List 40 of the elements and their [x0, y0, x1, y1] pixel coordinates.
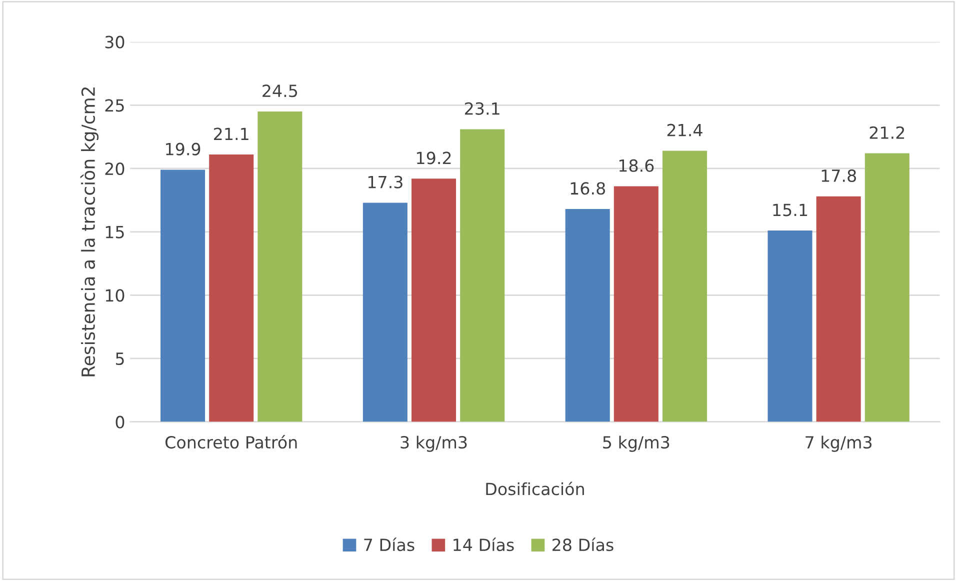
data-label: 16.8 [570, 182, 606, 195]
bar [816, 196, 861, 422]
bar [460, 129, 505, 422]
x-tick-label: 7 kg/m3 [806, 436, 872, 452]
bar [614, 186, 658, 422]
legend-label: 7 Días [364, 538, 414, 552]
y-tick-label: 5 [116, 352, 124, 366]
bar [565, 209, 610, 422]
y-tick-label: 25 [105, 99, 124, 112]
y-tick-label: 10 [106, 289, 124, 302]
data-label: 23.1 [465, 102, 500, 115]
data-label: 18.6 [619, 159, 654, 172]
data-label: 19.9 [166, 142, 200, 156]
data-label: 21.1 [214, 128, 248, 140]
data-label: 24.5 [262, 84, 298, 98]
legend-label: 28 Días [552, 538, 614, 552]
legend-label: 14 Días [454, 538, 514, 552]
x-tick-label: 3 kg/m3 [400, 436, 467, 452]
y-tick-label: 30 [105, 36, 124, 48]
x-axis-title: Dosificación [486, 482, 584, 496]
data-label: 17.3 [368, 176, 402, 188]
x-tick-label: Concreto Patrón [165, 435, 297, 449]
bar [864, 153, 910, 422]
bar [258, 111, 302, 422]
y-tick-label: 15 [106, 226, 124, 238]
y-axis-title: Resistencia a la tracciòn kg/cm2 [80, 87, 99, 376]
bar [662, 150, 708, 422]
y-tick-label: 20 [105, 162, 124, 176]
x-tick-label: 5 kg/m3 [603, 436, 670, 452]
bar [209, 154, 254, 422]
data-label: 17.8 [822, 169, 856, 182]
bar [411, 178, 456, 422]
data-label: 21.4 [667, 124, 702, 136]
data-label: 15.1 [773, 204, 808, 216]
y-tick-label: 0 [116, 416, 124, 428]
data-label: 21.2 [870, 126, 904, 139]
bar [362, 202, 408, 422]
bar [768, 230, 812, 422]
data-label: 19.2 [417, 152, 451, 164]
bar [160, 170, 206, 422]
